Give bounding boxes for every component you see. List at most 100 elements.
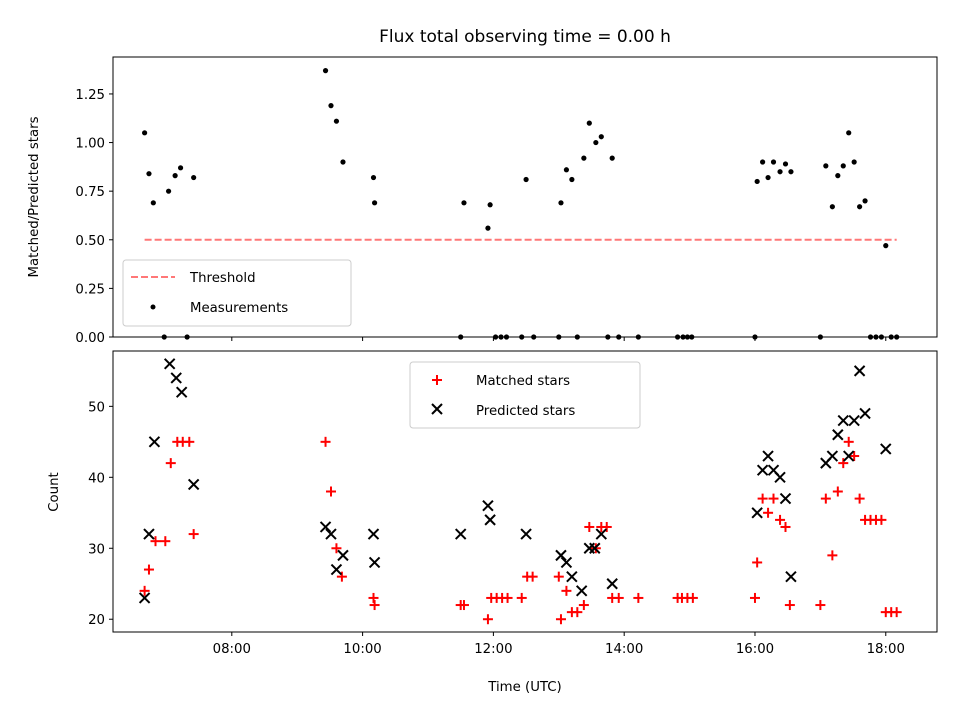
predicted-star-point [138,592,151,604]
matched-star-point [150,536,161,547]
matched-star-point [561,585,572,596]
matched-star-point [752,557,763,568]
top-y-tick-label: 0.75 [75,185,105,200]
matched-star-point [555,614,566,625]
measurement-point [862,198,868,204]
measurement-point [857,204,863,210]
measurement-point [569,176,575,183]
predicted-star-point [566,570,578,583]
matched-star-point [613,592,624,603]
top-chart-title: Flux total observing time = 0.00 h [379,27,671,47]
bottom-y-tick-label: 50 [88,400,105,415]
measurement-point [593,139,599,146]
predicted-star-point [325,528,337,540]
measurement-point [765,174,771,181]
measurement-point [581,155,587,161]
matched-star-point [572,607,583,618]
predicted-star-point [560,556,573,569]
matched-star-point [854,493,865,504]
predicted-star-point [589,542,601,554]
matched-star-point [188,529,199,540]
measurement-point [609,155,615,161]
predicted-star-point [859,407,871,420]
matched-star-point [820,493,831,504]
measurement-point [563,167,570,173]
measurement-point [777,169,783,175]
bottom-y-tick-label: 30 [88,542,105,557]
measurement-point [770,159,777,165]
predicted-star-point [853,365,866,377]
matched-star-point [849,451,860,462]
measurement-point [485,225,491,231]
matched-star-point [458,600,469,611]
predicted-star-point [143,528,155,540]
predicted-star-point [837,414,849,427]
predicted-star-point [555,549,567,562]
bottom-y-axis-label: Count [47,472,62,512]
matched-star-point [775,514,786,525]
matched-star-point [843,436,854,447]
matched-star-point [320,436,331,447]
matched-star-point [139,585,150,596]
top-y-tick-label: 0.50 [75,234,105,249]
measurement-point [835,173,841,179]
predicted-star-point [756,464,769,476]
top-legend: Threshold Measurements [122,259,352,327]
x-axis-label: Time (UTC) [487,680,562,695]
predicted-star-point [454,528,467,540]
predicted-star-point [832,429,844,441]
x-tick-label: 16:00 [736,642,774,657]
matched-star-point [633,592,644,603]
predicted-star-point [606,578,618,590]
measurement-point [172,173,178,179]
measurement-point [328,103,334,109]
predicted-star-point [368,556,381,569]
matched-star-point [763,507,774,518]
matched-star-point [553,571,564,582]
measurement-point [598,134,604,140]
matched-star-point [143,564,154,575]
matched-star-point [891,607,902,618]
measurement-point [191,174,197,181]
x-tick-label: 18:00 [867,642,905,657]
measurement-point [760,159,766,165]
predicted-star-point [779,492,792,505]
predicted-star-point [170,372,182,384]
predicted-star-point [762,450,774,462]
matched-star-point [527,571,538,582]
measurement-point [851,159,857,165]
predicted-star-point [785,570,797,583]
matched-star-point [160,536,171,547]
measurement-point [823,163,829,169]
predicted-star-point [520,528,532,540]
predicted-star-point [330,563,343,576]
matched-star-point [502,592,513,603]
legend-matched-label: Matched stars [476,374,570,389]
matched-star-point [780,521,791,532]
measurement-point [840,163,846,169]
measurement-point [829,204,835,210]
legend-measurements-swatch [150,304,156,310]
predicted-star-point [774,471,786,484]
legend-predicted-swatch [431,403,443,415]
legend-measurements-label: Measurements [190,301,288,316]
measurement-point [883,243,889,249]
matched-star-point [768,493,779,504]
predicted-star-point [482,499,494,512]
predicted-star-point [595,528,608,540]
matched-star-point [165,458,176,469]
matched-star-point [482,614,493,625]
measurement-point [165,188,172,194]
top-y-axis-label: Matched/Predicted stars [27,116,42,277]
matched-star-point [838,458,849,469]
x-tick-label: 14:00 [605,642,643,657]
matched-star-point [325,486,336,497]
measurement-point [558,200,564,206]
matched-star-point [757,493,768,504]
matched-star-point [578,600,589,611]
bottom-legend: Matched stars Predicted stars [409,361,641,429]
measurement-point [788,169,794,175]
measurement-point [177,165,184,171]
top-y-tick-label: 1.25 [75,88,105,103]
